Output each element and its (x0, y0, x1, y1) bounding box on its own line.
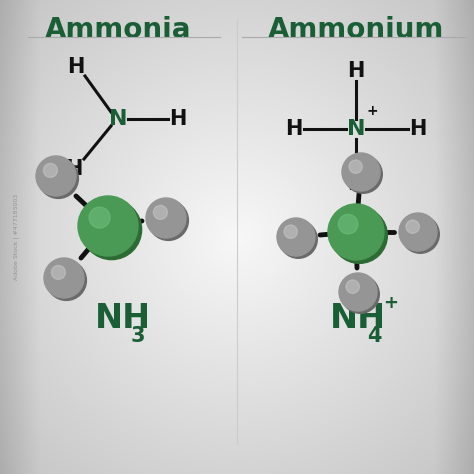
Circle shape (148, 201, 188, 240)
Text: +: + (367, 104, 379, 118)
Circle shape (146, 198, 186, 238)
Circle shape (338, 214, 358, 234)
Circle shape (154, 205, 167, 219)
Circle shape (51, 265, 65, 279)
Text: N: N (109, 109, 127, 129)
Circle shape (341, 275, 379, 313)
Circle shape (399, 213, 437, 251)
Text: 3: 3 (131, 326, 146, 346)
Circle shape (342, 153, 380, 191)
Text: Ammonium: Ammonium (268, 16, 444, 44)
Circle shape (344, 155, 382, 193)
Circle shape (46, 260, 86, 301)
Text: H: H (285, 119, 303, 139)
Circle shape (36, 156, 76, 196)
Text: H: H (347, 174, 365, 194)
Circle shape (284, 225, 297, 238)
Circle shape (44, 164, 57, 177)
Circle shape (38, 158, 78, 199)
Circle shape (89, 207, 110, 228)
Circle shape (406, 220, 419, 233)
Text: NH: NH (330, 302, 386, 336)
Text: Ammonia: Ammonia (45, 16, 191, 44)
Circle shape (277, 218, 315, 256)
Text: 4: 4 (367, 326, 382, 346)
Text: H: H (65, 159, 82, 179)
Text: Adobe Stock | #477183003: Adobe Stock | #477183003 (13, 194, 19, 280)
Circle shape (349, 160, 362, 173)
Circle shape (346, 280, 359, 293)
Circle shape (78, 196, 138, 256)
Circle shape (401, 215, 439, 253)
Circle shape (328, 204, 384, 260)
Circle shape (82, 200, 142, 260)
Text: H: H (410, 119, 427, 139)
Circle shape (331, 207, 387, 264)
Text: N: N (347, 119, 365, 139)
Text: H: H (347, 61, 365, 81)
Circle shape (44, 258, 84, 298)
Text: +: + (383, 294, 398, 312)
Circle shape (279, 220, 317, 258)
Circle shape (339, 273, 377, 311)
Text: NH: NH (95, 302, 151, 336)
Text: H: H (169, 109, 187, 129)
Text: H: H (67, 57, 85, 77)
